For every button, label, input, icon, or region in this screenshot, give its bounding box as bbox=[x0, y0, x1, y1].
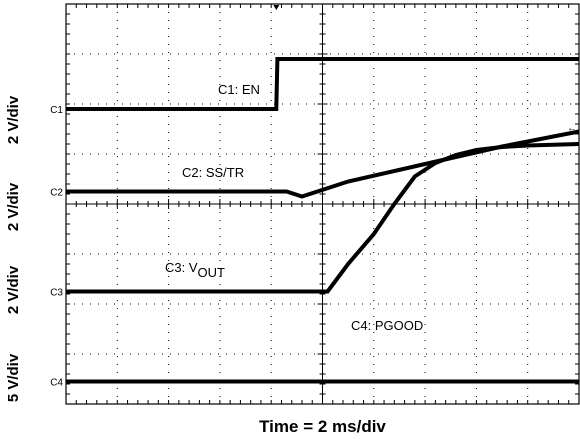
trace-label-c1: C1: EN bbox=[218, 82, 260, 97]
plot-frame bbox=[65, 3, 580, 405]
waveform-traces bbox=[66, 57, 580, 384]
trigger-position-marker bbox=[273, 5, 280, 10]
trace-c3 bbox=[66, 142, 580, 294]
scale-label-c2: 2 V/div bbox=[5, 182, 22, 231]
trace-label-c3: C3: VOUT bbox=[165, 260, 225, 280]
scale-label-c1: 2 V/div bbox=[5, 95, 22, 144]
trigger-level-marker: ← bbox=[567, 123, 577, 134]
scale-label-c4: 5 V/div bbox=[5, 353, 22, 402]
trace-label-c4: C4: PGOOD bbox=[351, 318, 423, 333]
channel-marker-c3: C3 bbox=[50, 288, 63, 299]
trace-c1 bbox=[66, 57, 579, 111]
graticule-grid bbox=[65, 3, 580, 405]
channel-marker-c4: C4 bbox=[50, 378, 63, 389]
trace-label-c2: C2: SS/TR bbox=[182, 165, 244, 180]
channel-marker-c2: C2 bbox=[50, 188, 63, 199]
channel-markers: C1 C2 C3 C4 bbox=[50, 5, 280, 389]
trace-labels: C1: EN C2: SS/TR C3: VOUT C4: PGOOD bbox=[165, 82, 423, 333]
scale-label-c3: 2 V/div bbox=[5, 265, 22, 314]
channel-scale-labels: 2 V/div 2 V/div 2 V/div 5 V/div bbox=[5, 95, 22, 402]
channel-marker-c1: C1 bbox=[50, 105, 63, 116]
x-axis-label: Time = 2 ms/div bbox=[259, 417, 386, 436]
